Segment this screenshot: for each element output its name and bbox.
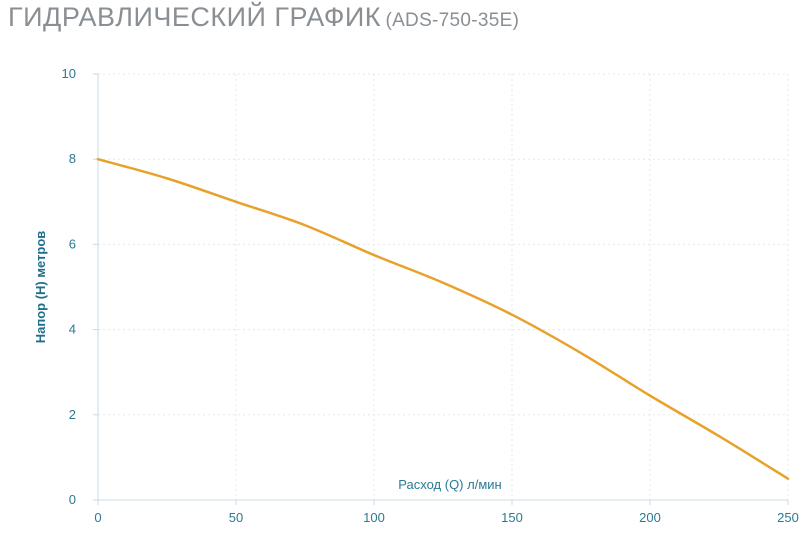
y-tick-label: 2 (69, 407, 76, 422)
y-axis-label: Напор (H) метров (33, 231, 48, 344)
y-tick-label: 0 (69, 492, 76, 507)
x-tick-label: 0 (94, 510, 101, 525)
series-group (96, 157, 790, 480)
y-tick-label: 8 (69, 151, 76, 166)
x-tick-label: 250 (777, 510, 799, 525)
x-tick-label: 150 (501, 510, 523, 525)
chart-title: ГИДРАВЛИЧЕСКИЙ ГРАФИК (ADS-750-35E) (8, 2, 519, 33)
y-tick-label: 4 (69, 322, 76, 337)
axes (93, 73, 789, 505)
x-axis-label: Расход (Q) л/мин (398, 477, 501, 492)
x-tick-label: 50 (229, 510, 243, 525)
y-tick-label: 6 (69, 236, 76, 251)
grid-lines (98, 73, 789, 500)
x-tick-label: 100 (363, 510, 385, 525)
x-tick-label: 200 (639, 510, 661, 525)
y-tick-label: 10 (62, 66, 76, 81)
chart-title-model: (ADS-750-35E) (385, 10, 520, 31)
series-line (96, 157, 790, 480)
chart-title-main: ГИДРАВЛИЧЕСКИЙ ГРАФИК (8, 2, 381, 32)
